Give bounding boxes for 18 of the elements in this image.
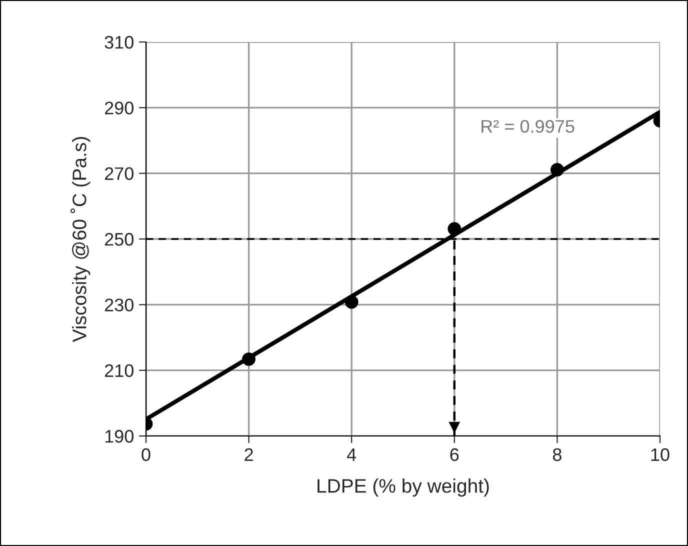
y-tick-label: 210 — [104, 364, 134, 378]
annotation: R² = 0.9975 — [482, 120, 574, 133]
point — [448, 222, 462, 236]
y-axis-title: Viscosity @60 ˚C (Pa.s) — [70, 137, 90, 342]
x-tick-label: 8 — [552, 448, 562, 462]
y-tick-label: 250 — [104, 232, 134, 246]
y-tick-label: 230 — [104, 298, 134, 312]
y-tick-label: 310 — [104, 36, 134, 49]
x-tick-label: 2 — [244, 448, 253, 461]
x-tick-label: 0 — [142, 448, 150, 462]
y-tick-label: 190 — [105, 430, 134, 443]
x-tick-label: 10 — [651, 448, 670, 462]
point — [344, 295, 358, 309]
x-tick-label: 6 — [450, 448, 459, 462]
x-axis-title: LDPE (% by weight) — [318, 478, 489, 497]
x-tick-label: 4 — [346, 448, 356, 461]
y-tick-label: 270 — [104, 167, 134, 180]
y-tick-label: 290 — [104, 102, 134, 114]
